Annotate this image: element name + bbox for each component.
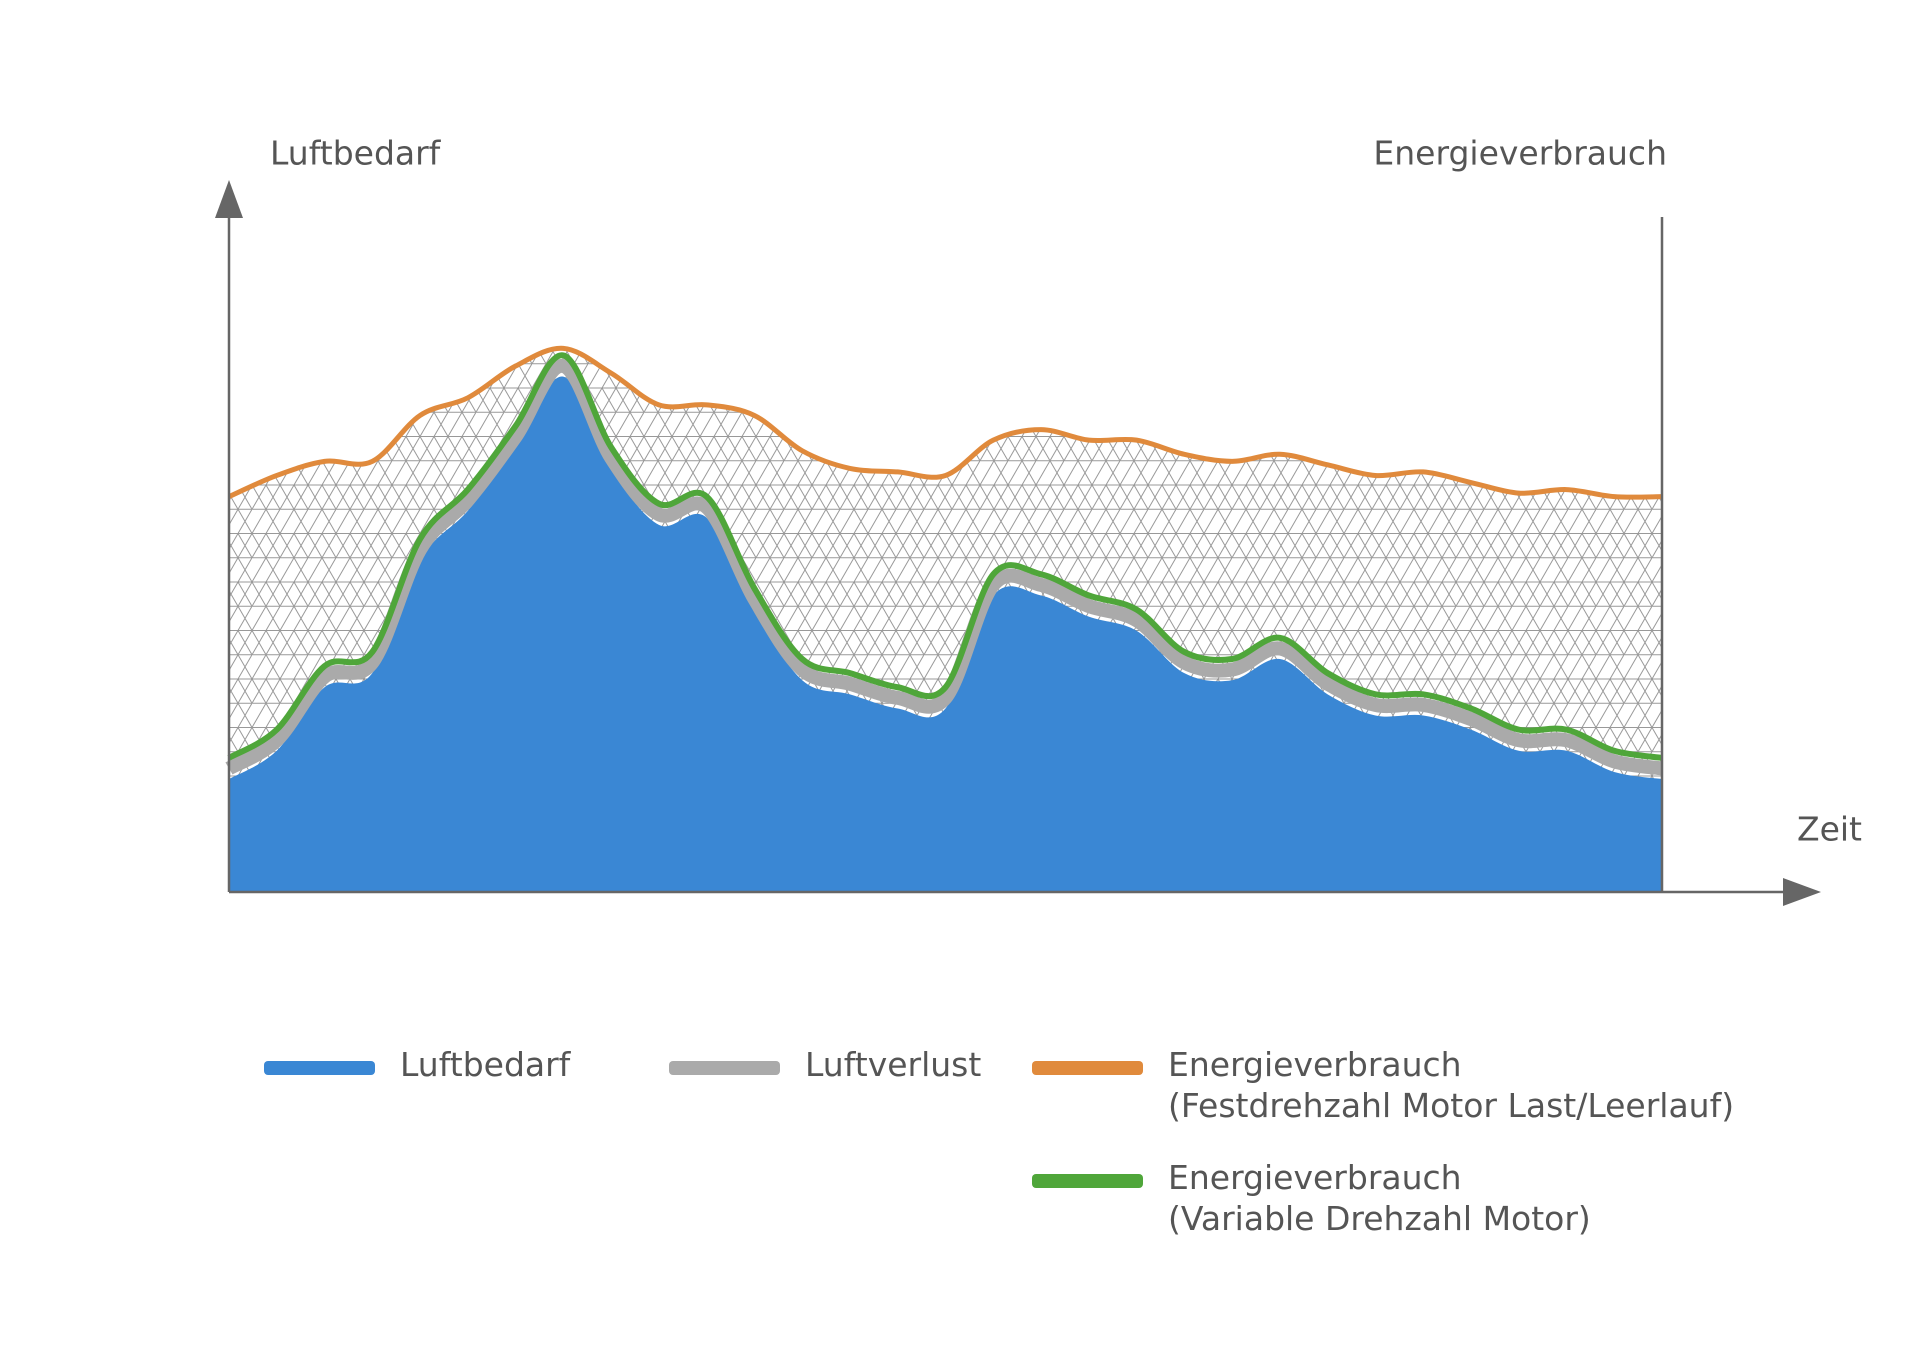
legend-swatch	[669, 1061, 780, 1075]
legend-label: Luftverlust	[805, 1045, 982, 1084]
y-arrow	[215, 180, 243, 218]
legend-item: Energieverbrauch (Festdrehzahl Motor Las…	[1032, 1044, 1734, 1126]
legend-label: Luftbedarf	[400, 1045, 571, 1084]
legend-swatch	[1032, 1174, 1143, 1188]
line	[227, 352, 1663, 761]
area	[229, 376, 1662, 892]
legend-item: Luftbedarf	[264, 1044, 570, 1085]
x-axis-label: Zeit	[1797, 810, 1862, 849]
legend-label: Energieverbrauch (Variable Drehzahl Moto…	[1168, 1158, 1591, 1238]
x-arrow	[1783, 878, 1821, 906]
legend-swatch	[1032, 1061, 1143, 1075]
plot	[225, 345, 1664, 892]
y2-axis-label: Energieverbrauch	[1373, 134, 1667, 173]
y-axis-label: Luftbedarf	[270, 134, 442, 173]
legend-item: Energieverbrauch (Variable Drehzahl Moto…	[1032, 1157, 1591, 1239]
legend-swatch	[264, 1061, 375, 1075]
axes	[215, 180, 1821, 906]
line	[227, 345, 1663, 500]
line	[225, 359, 1664, 776]
legend-item: Luftverlust	[669, 1044, 981, 1085]
legend-label: Energieverbrauch (Festdrehzahl Motor Las…	[1168, 1045, 1735, 1125]
